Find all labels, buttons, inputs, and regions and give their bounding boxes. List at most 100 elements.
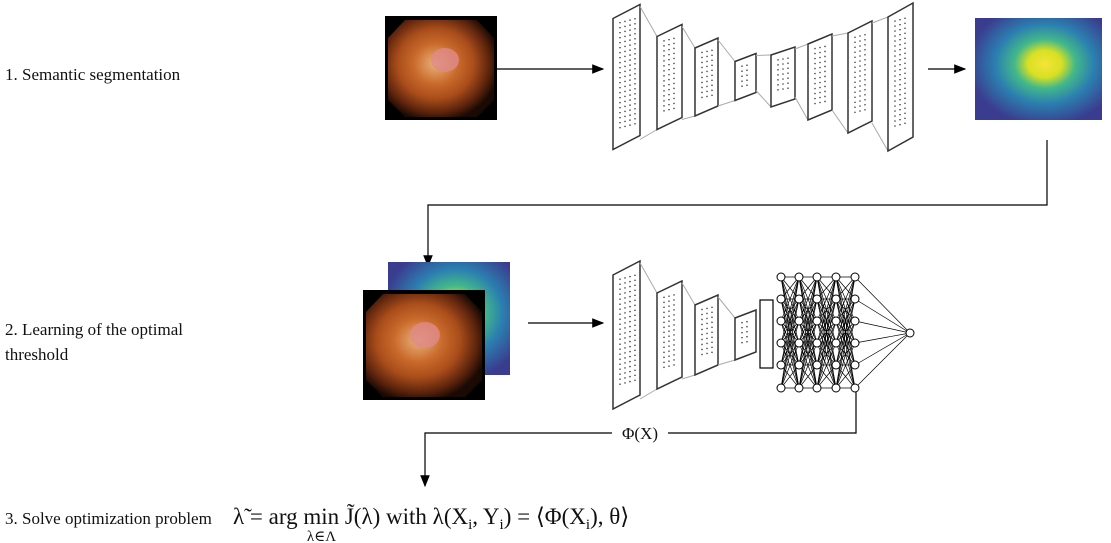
neuron-dot — [824, 95, 826, 98]
neuron-dot — [624, 100, 626, 103]
neuron-dot — [711, 346, 713, 349]
neuron-dot — [629, 350, 631, 353]
layer-link — [639, 6, 658, 37]
neuron-dot — [746, 325, 748, 328]
neuron-dot — [859, 75, 861, 77]
neuron-dot — [663, 311, 665, 314]
neuron-dot — [673, 314, 675, 316]
neuron-dot — [777, 74, 779, 76]
neuron-dot — [634, 329, 636, 332]
fc-link — [816, 320, 837, 389]
neuron-dot — [624, 75, 626, 78]
fc-link — [854, 276, 911, 334]
neuron-dot — [864, 88, 866, 91]
fc-link — [835, 320, 856, 389]
network-layer — [656, 23, 683, 131]
neuron-dot — [663, 105, 665, 107]
neuron-dot — [706, 347, 708, 350]
neuron-dot — [629, 295, 631, 298]
neuron-dot — [711, 89, 713, 92]
neuron-dot — [619, 96, 621, 99]
neuron-dot — [777, 79, 779, 81]
neuron-dot — [663, 306, 665, 309]
neuron-dot — [629, 94, 631, 96]
network-layer — [694, 293, 719, 377]
fc-node — [812, 272, 822, 282]
neuron-dot — [619, 343, 621, 345]
neuron-dot — [624, 95, 626, 98]
neuron-dot — [854, 101, 856, 104]
neuron-dot — [782, 68, 784, 70]
neuron-dot — [777, 59, 779, 61]
neuron-dot — [904, 57, 906, 60]
neuron-dot — [701, 86, 703, 89]
neuron-dot — [859, 60, 861, 62]
neuron-dot — [814, 62, 816, 65]
neuron-dot — [624, 337, 626, 339]
neuron-dot — [634, 62, 636, 65]
neuron-dot — [634, 97, 636, 100]
neuron-dot — [701, 343, 703, 346]
neuron-dot — [624, 372, 626, 374]
fc-node — [812, 383, 822, 393]
neuron-dot — [854, 51, 856, 54]
neuron-dot — [634, 122, 636, 125]
neuron-dot — [619, 348, 621, 350]
neuron-dot — [782, 83, 784, 85]
segmentation-map — [975, 18, 1102, 120]
network-layer — [612, 259, 641, 411]
neuron-dot — [668, 315, 670, 317]
neuron-dot — [634, 27, 636, 30]
neuron-dot — [814, 92, 816, 95]
neuron-dot — [746, 335, 748, 338]
neuron-dot — [629, 380, 631, 383]
neuron-dot — [619, 293, 621, 295]
neuron-dot — [824, 55, 826, 58]
neuron-dot — [711, 69, 713, 72]
neuron-dot — [629, 300, 631, 303]
neuron-dot — [619, 66, 621, 69]
neuron-dot — [819, 81, 821, 84]
neuron-dot — [629, 24, 631, 26]
neuron-dot — [668, 345, 670, 347]
neuron-dot — [673, 42, 675, 45]
fc-node — [776, 272, 786, 282]
formula: λ̃ = arg min J̃(λ) with λ(Xi, Yi) = ⟨Φ(X… — [233, 503, 629, 533]
neuron-dot — [904, 122, 906, 125]
fc-node — [794, 316, 804, 326]
neuron-dot — [701, 71, 703, 74]
neuron-dot — [673, 299, 675, 301]
neuron-dot — [624, 287, 626, 289]
neuron-dot — [819, 96, 821, 99]
neuron-dot — [663, 85, 665, 87]
neuron-dot — [904, 17, 906, 20]
neuron-dot — [619, 116, 621, 119]
neuron-dot — [634, 102, 636, 105]
neuron-dot — [619, 333, 621, 335]
neuron-dot — [629, 74, 631, 76]
neuron-dot — [668, 360, 670, 362]
neuron-dot — [711, 326, 713, 329]
neuron-dot — [624, 115, 626, 118]
neuron-dot — [624, 125, 626, 128]
neuron-dot — [634, 107, 636, 110]
neuron-dot — [854, 76, 856, 79]
neuron-dot — [894, 45, 896, 47]
neuron-dot — [854, 41, 856, 44]
fc-node — [905, 328, 915, 338]
neuron-dot — [854, 111, 856, 114]
layer-link — [639, 262, 658, 294]
neuron-dot — [899, 78, 901, 81]
neuron-dot — [629, 340, 631, 343]
neuron-dot — [668, 305, 670, 307]
neuron-dot — [854, 91, 856, 94]
neuron-dot — [746, 320, 748, 323]
neuron-dot — [629, 370, 631, 373]
neuron-dot — [854, 36, 856, 39]
fc-link — [798, 342, 818, 389]
fc-node — [831, 360, 841, 370]
neuron-dot — [634, 77, 636, 80]
layer-link — [639, 129, 658, 140]
layer-link — [794, 43, 809, 50]
neuron-dot — [864, 93, 866, 96]
